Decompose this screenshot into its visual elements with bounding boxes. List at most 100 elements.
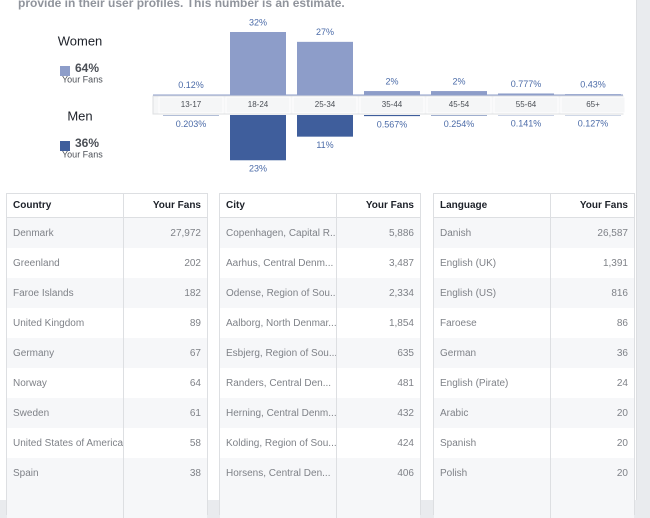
category-label: 13-17 [181,100,202,109]
legend-share: 36% [75,136,99,150]
cell-name: Esbjerg, Region of Sou... [220,338,337,368]
header-cell: City [220,194,337,217]
legend-caption: Your Fans [62,149,103,159]
cell-name: Aarhus, Central Denm... [220,248,337,278]
cell-name: Spain [7,458,124,488]
cell-name: Faroe Islands [7,278,124,308]
cell-value: 64 [124,378,207,389]
cell-name: German [434,338,551,368]
cell-value: 816 [551,288,634,299]
table-row: English (US)816 [434,278,634,308]
value-label: 0.777% [511,79,542,89]
header-cell: Your Fans [337,200,420,211]
bar [297,42,353,95]
header-cell: Your Fans [124,200,207,211]
table-row [434,488,634,518]
cell-value: 5,886 [337,228,420,239]
cell-name: Faroese [434,308,551,338]
table-row: Kolding, Region of Sou...424 [220,428,420,458]
cell-value: 20 [551,408,634,419]
cell-name: Odense, Region of Sou... [220,278,337,308]
cell-value: 1,391 [551,258,634,269]
table-row: Herning, Central Denm...432 [220,398,420,428]
value-label: 0.12% [178,80,204,90]
table-row: Aalborg, North Denmar...1,854 [220,308,420,338]
cell-value: 20 [551,468,634,479]
cell-name [7,488,124,518]
category-label: 65+ [586,100,600,109]
cell-value: 406 [337,468,420,479]
table-row: Horsens, Central Den...406 [220,458,420,488]
value-label: 23% [249,164,267,174]
cell-value: 202 [124,258,207,269]
cell-value: 2,334 [337,288,420,299]
bar [230,115,286,160]
value-label: 0.43% [580,80,606,90]
value-label: 11% [316,140,333,150]
cell-name: Norway [7,368,124,398]
cell-value: 26,587 [551,228,634,239]
cell-name: Greenland [7,248,124,278]
legend-name: Women [58,33,103,48]
value-label: 32% [249,17,267,27]
cell-name: Polish [434,458,551,488]
legend-name: Men [67,108,92,123]
legend-share: 64% [75,61,99,75]
table-row: Copenhagen, Capital R...5,886 [220,218,420,248]
cell-name: Danish [434,218,551,248]
cell-name: Horsens, Central Den... [220,458,337,488]
bar [431,91,487,95]
category-label: 35-44 [382,100,403,109]
header-cell: Language [434,194,551,217]
value-label: 0.141% [511,119,542,129]
value-label: 0.254% [444,119,475,129]
bar [431,115,487,116]
table-row [220,488,420,518]
header-text: provide in their user profiles. This num… [18,0,345,10]
category-label: 18-24 [248,100,269,109]
value-label: 0.203% [176,119,207,129]
category-label: 45-54 [449,100,470,109]
value-label: 0.127% [578,119,609,129]
age-gender-chart: provide in their user profiles. This num… [0,0,636,192]
value-label: 27% [316,27,334,37]
cell-name: Randers, Central Den... [220,368,337,398]
header-cell: Your Fans [551,200,634,211]
table-row: Esbjerg, Region of Sou...635 [220,338,420,368]
page: provide in their user profiles. This num… [0,0,650,500]
table-row: Aarhus, Central Denm...3,487 [220,248,420,278]
cell-value: 1,854 [337,318,420,329]
cell-name [220,488,337,518]
cell-value: 432 [337,408,420,419]
cell-value: 27,972 [124,228,207,239]
cell-value: 635 [337,348,420,359]
bar [297,115,353,137]
table-row: English (UK)1,391 [434,248,634,278]
value-label: 2% [385,76,398,86]
cell-value: 20 [551,438,634,449]
cell-name: Sweden [7,398,124,428]
cell-value: 67 [124,348,207,359]
cell-name: Copenhagen, Capital R... [220,218,337,248]
table-row: Odense, Region of Sou...2,334 [220,278,420,308]
cell-name: Spanish [434,428,551,458]
category-label: 25-34 [315,100,336,109]
cell-name: Kolding, Region of Sou... [220,428,337,458]
cell-name: Denmark [7,218,124,248]
cell-value: 61 [124,408,207,419]
cell-name: United Kingdom [7,308,124,338]
